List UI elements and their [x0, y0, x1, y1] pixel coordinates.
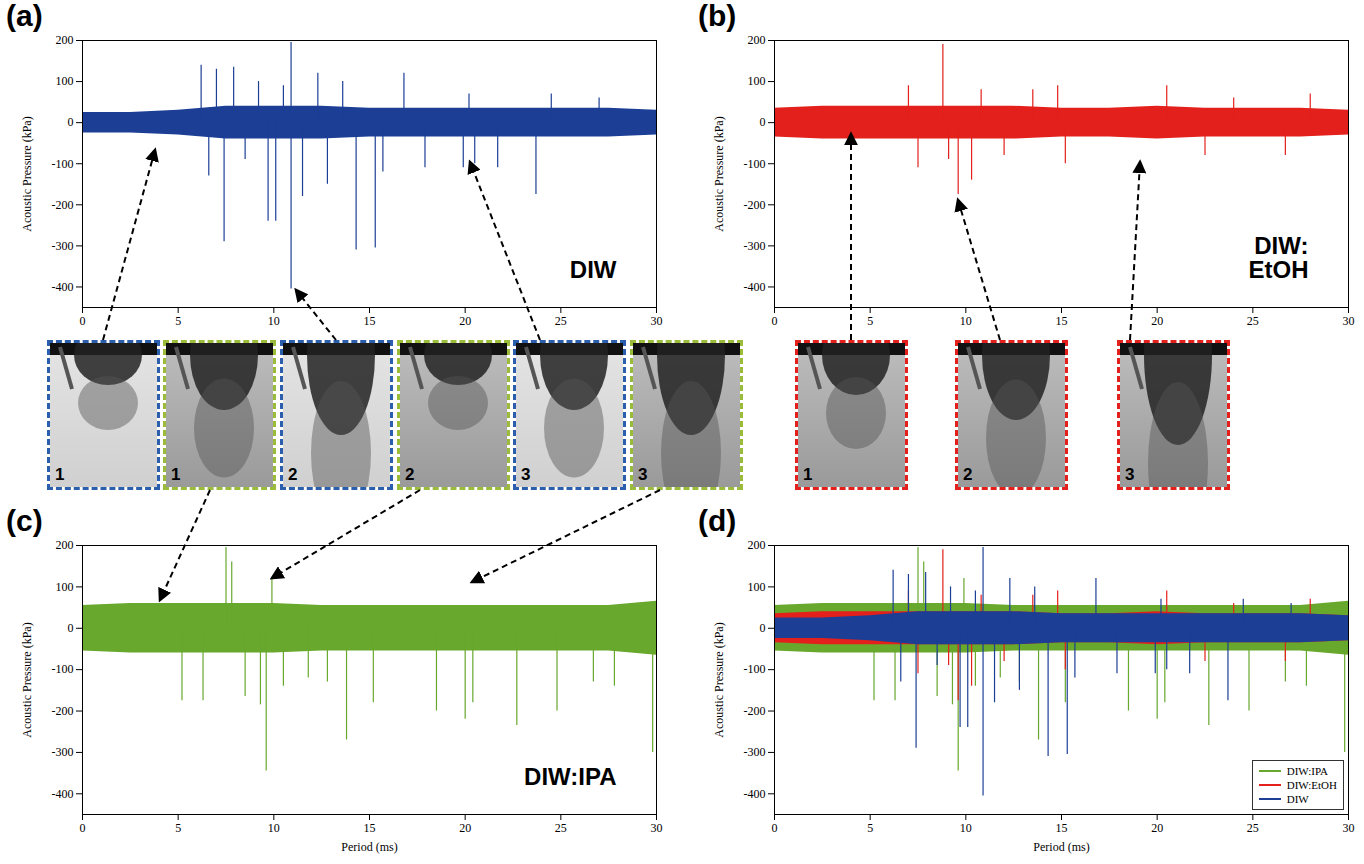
svg-text:5: 5 [175, 821, 181, 835]
svg-text:10: 10 [268, 821, 280, 835]
svg-text:-100: -100 [744, 157, 766, 171]
svg-text:20: 20 [1151, 314, 1163, 328]
html-text:(b): (b) [698, 0, 737, 32]
svg-text:30: 30 [1343, 821, 1355, 835]
svg-text:200: 200 [748, 33, 766, 47]
svg-text:0: 0 [772, 821, 778, 835]
svg-text:25: 25 [1247, 821, 1259, 835]
svg-text:10: 10 [268, 314, 280, 328]
svg-text:0: 0 [68, 115, 74, 129]
html-text:2: 2 [963, 465, 973, 484]
html-text:3: 3 [1125, 465, 1135, 484]
svg-text:0: 0 [68, 621, 74, 635]
svg-text:25: 25 [555, 314, 567, 328]
svg-text:Period (ms): Period (ms) [1033, 840, 1089, 854]
svg-text:DIW:IPA: DIW:IPA [524, 763, 616, 790]
html-text:DIW:IPA: DIW:IPA [1286, 765, 1328, 777]
svg-text:-300: -300 [52, 745, 74, 759]
svg-text:10: 10 [960, 314, 972, 328]
svg-text:0: 0 [760, 621, 766, 635]
html-text:2: 2 [405, 465, 415, 484]
svg-text:15: 15 [364, 314, 376, 328]
svg-text:15: 15 [1056, 821, 1068, 835]
svg-text:Acoustic Pressure (kPa): Acoustic Pressure (kPa) [20, 622, 34, 737]
svg-text:100: 100 [56, 580, 74, 594]
svg-text:-300: -300 [52, 239, 74, 253]
svg-text:0: 0 [760, 115, 766, 129]
html-text:(c): (c) [6, 504, 43, 537]
html-text:1: 1 [55, 465, 65, 484]
svg-text:DIW:EtOH: DIW:EtOH [1249, 232, 1309, 283]
svg-text:-200: -200 [52, 704, 74, 718]
svg-text:-400: -400 [52, 280, 74, 294]
svg-text:200: 200 [56, 538, 74, 552]
svg-text:DIW: DIW [570, 256, 617, 283]
svg-text:30: 30 [651, 314, 663, 328]
svg-text:30: 30 [651, 821, 663, 835]
svg-text:-100: -100 [52, 662, 74, 676]
svg-text:100: 100 [748, 580, 766, 594]
svg-text:-100: -100 [52, 157, 74, 171]
svg-text:5: 5 [867, 821, 873, 835]
svg-text:20: 20 [1151, 821, 1163, 835]
svg-text:-400: -400 [52, 787, 74, 801]
svg-text:15: 15 [1056, 314, 1068, 328]
svg-text:30: 30 [1343, 314, 1355, 328]
html-text:(d): (d) [698, 504, 737, 537]
svg-text:20: 20 [459, 314, 471, 328]
svg-text:-400: -400 [744, 787, 766, 801]
svg-text:5: 5 [867, 314, 873, 328]
svg-text:Period (ms): Period (ms) [341, 840, 397, 854]
html-text:3: 3 [521, 465, 531, 484]
svg-text:20: 20 [459, 821, 471, 835]
svg-text:-200: -200 [744, 198, 766, 212]
html-text:3: 3 [638, 465, 648, 484]
svg-text:-300: -300 [744, 239, 766, 253]
svg-text:Acoustic Pressure (kPa): Acoustic Pressure (kPa) [712, 622, 726, 737]
html-text:1: 1 [171, 465, 181, 484]
svg-text:15: 15 [364, 821, 376, 835]
svg-text:25: 25 [1247, 314, 1259, 328]
html-text:DIW: DIW [1286, 793, 1309, 805]
svg-text:25: 25 [555, 821, 567, 835]
html-text:1: 1 [803, 465, 813, 484]
html-text:DIW:EtOH: DIW:EtOH [1286, 779, 1337, 791]
svg-text:0: 0 [772, 314, 778, 328]
svg-text:Acoustic Pressure (kPa): Acoustic Pressure (kPa) [712, 116, 726, 231]
svg-text:10: 10 [960, 821, 972, 835]
svg-text:-200: -200 [52, 198, 74, 212]
svg-text:200: 200 [56, 33, 74, 47]
svg-text:100: 100 [56, 74, 74, 88]
svg-text:Acoustic Pressure (kPa): Acoustic Pressure (kPa) [20, 116, 34, 231]
svg-text:-100: -100 [744, 662, 766, 676]
svg-text:100: 100 [748, 74, 766, 88]
svg-text:-200: -200 [744, 704, 766, 718]
svg-text:5: 5 [175, 314, 181, 328]
svg-text:0: 0 [80, 314, 86, 328]
svg-text:-400: -400 [744, 280, 766, 294]
svg-text:200: 200 [748, 538, 766, 552]
svg-text:-300: -300 [744, 745, 766, 759]
html-text:2: 2 [288, 465, 298, 484]
html-text:(a): (a) [6, 0, 43, 32]
svg-text:0: 0 [80, 821, 86, 835]
